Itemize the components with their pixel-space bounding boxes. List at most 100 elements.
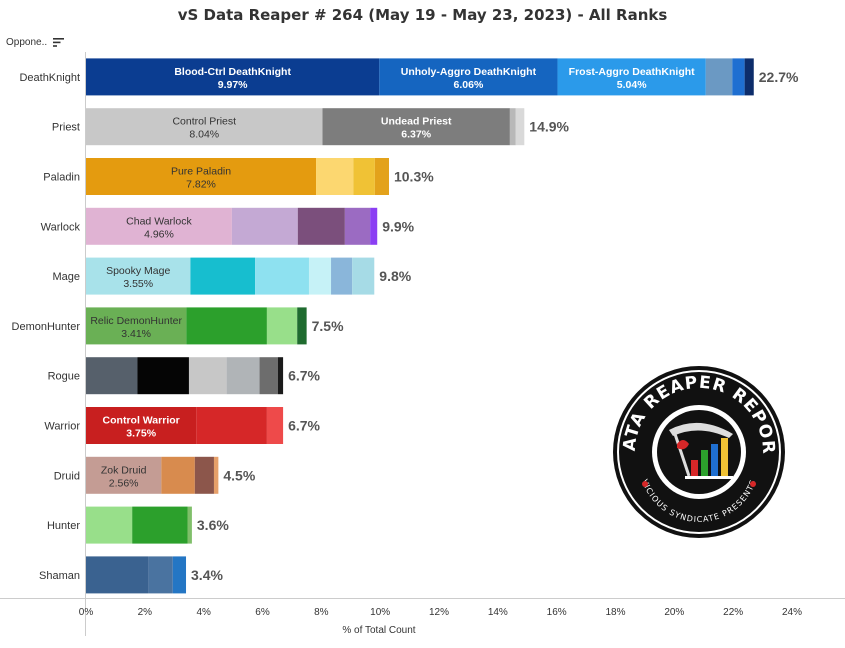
bar-segment — [188, 357, 227, 395]
bar-segment — [277, 357, 284, 395]
x-tick-label: 4% — [196, 607, 211, 618]
segment-percent: 3.55% — [123, 278, 153, 290]
bar-segment — [379, 58, 558, 96]
bar-segment — [187, 506, 192, 544]
x-tick-label: 24% — [782, 607, 802, 618]
segment-percent: 6.06% — [454, 79, 484, 91]
bar-segment — [255, 257, 309, 295]
segment-percent: 5.04% — [617, 79, 647, 91]
segment-percent: 3.41% — [121, 328, 151, 340]
bar-segment — [308, 257, 332, 295]
total-label: 9.8% — [379, 268, 411, 284]
bar-segment — [259, 357, 278, 395]
class-label: Druid — [54, 470, 80, 482]
segment-percent: 9.97% — [218, 79, 248, 91]
bar-segment — [86, 556, 149, 594]
row-header[interactable]: Oppone.. — [6, 37, 65, 48]
bar-segment — [86, 108, 323, 146]
bar-segment — [266, 407, 284, 444]
bar-segment — [374, 158, 389, 195]
bar-segment — [172, 556, 187, 594]
class-label: Priest — [52, 122, 80, 134]
class-label: Mage — [52, 271, 80, 283]
segment-label: Zok Druid — [101, 464, 147, 476]
total-label: 6.7% — [288, 368, 320, 384]
bar-segment — [86, 407, 197, 444]
bar-segment — [86, 506, 133, 544]
total-label: 3.6% — [197, 517, 229, 533]
x-tick-label: 22% — [723, 607, 743, 618]
segment-percent: 4.96% — [144, 228, 174, 240]
bar-segment — [86, 58, 380, 96]
bar-segment — [744, 58, 754, 96]
total-label: 9.9% — [382, 218, 414, 234]
bar-segment — [322, 108, 510, 146]
segment-label: Pure Paladin — [171, 166, 231, 178]
bar-segment — [370, 207, 378, 245]
bar-segment — [226, 357, 260, 395]
sort-icon[interactable] — [53, 38, 65, 47]
class-label: Warrior — [44, 421, 80, 433]
segment-percent: 8.04% — [189, 129, 219, 141]
class-label: Paladin — [43, 172, 80, 184]
x-tick-label: 18% — [605, 607, 625, 618]
total-label: 3.4% — [191, 567, 223, 583]
segment-percent: 7.82% — [186, 179, 216, 191]
x-tick-label: 8% — [314, 607, 329, 618]
class-label: DeathKnight — [19, 72, 80, 84]
segment-label: Relic DemonHunter — [90, 315, 182, 327]
bar-segment — [196, 407, 267, 444]
bar-segment — [190, 257, 256, 295]
x-tick-label: 14% — [488, 607, 508, 618]
bar-segment — [509, 108, 516, 146]
x-tick-label: 20% — [664, 607, 684, 618]
bar-segment — [353, 158, 375, 195]
bar-segment — [148, 556, 173, 594]
segment-label: Blood-Ctrl DeathKnight — [174, 66, 291, 78]
bar-segment — [186, 307, 267, 345]
segment-label: Chad Warlock — [126, 215, 192, 227]
bar-segment — [515, 108, 525, 146]
segment-label: Control Priest — [172, 116, 236, 128]
segment-percent: 2.56% — [109, 477, 139, 489]
total-label: 7.5% — [312, 318, 344, 334]
bar-segment — [297, 207, 345, 245]
bar-segment — [86, 257, 191, 295]
class-label: Hunter — [47, 520, 80, 532]
class-label: DemonHunter — [12, 321, 81, 333]
segment-percent: 6.37% — [401, 129, 431, 141]
bar-segment — [86, 307, 187, 345]
bar-segment — [266, 307, 298, 345]
bar-segment — [344, 207, 371, 245]
bar-segment — [132, 506, 188, 544]
bar-segment — [86, 158, 317, 195]
total-label: 10.3% — [394, 169, 434, 185]
total-label: 4.5% — [223, 467, 255, 483]
segment-percent: 3.75% — [126, 428, 156, 440]
bar-segment — [137, 357, 189, 395]
bar-segment — [297, 307, 307, 345]
chart-title: vS Data Reaper # 264 (May 19 - May 23, 2… — [177, 6, 668, 24]
total-label: 6.7% — [288, 418, 320, 434]
data-reaper-report-logo: DATA REAPER REPORT VICIOUS SYNDICATE PRE… — [611, 364, 785, 538]
row-header-label: Oppone.. — [6, 37, 48, 48]
bar-segment — [194, 456, 214, 494]
bar-segment — [231, 207, 298, 245]
total-label: 14.9% — [529, 119, 569, 135]
bar-segment — [557, 58, 706, 96]
segment-label: Spooky Mage — [106, 265, 170, 277]
segment-label: Undead Priest — [381, 116, 452, 128]
bar-segment — [86, 357, 138, 395]
x-tick-label: 10% — [370, 607, 390, 618]
x-tick-label: 6% — [255, 607, 270, 618]
class-label: Shaman — [39, 570, 80, 582]
segment-label: Unholy-Aggro DeathKnight — [401, 66, 537, 78]
x-tick-label: 2% — [138, 607, 153, 618]
total-label: 22.7% — [759, 69, 799, 85]
bar-segment — [213, 456, 219, 494]
bar-segment — [161, 456, 195, 494]
segment-label: Control Warrior — [103, 415, 180, 427]
x-axis-title: % of Total Count — [342, 625, 415, 636]
x-tick-label: 12% — [429, 607, 449, 618]
